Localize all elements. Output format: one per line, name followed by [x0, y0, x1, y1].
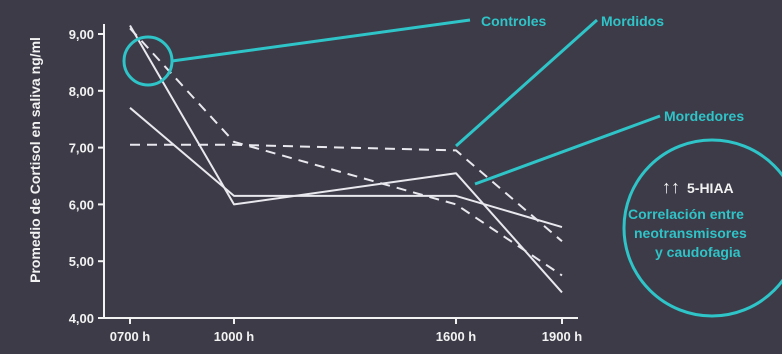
series-line-2: [129, 107, 563, 229]
series-group: [129, 24, 563, 294]
x-tick-label: 1600 h: [436, 329, 477, 344]
y-tick-label: 9,00: [69, 27, 94, 42]
mordedores-pointer-line: [474, 114, 661, 186]
series-line-4: [130, 143, 563, 243]
callout-line-neotransmisores: neotransmisores: [634, 225, 747, 241]
controles-pointer-line: [171, 18, 471, 63]
y-tick-label: 7,00: [69, 141, 94, 156]
y-tick-label: 8,00: [69, 84, 94, 99]
mordidos-label: Mordidos: [601, 13, 664, 29]
y-tick-label: 4,00: [69, 311, 94, 326]
series-line-1: [129, 24, 563, 294]
callout-line-correlacion: Correlación entre: [628, 206, 744, 222]
y-tick-label: 5,00: [69, 254, 94, 269]
y-axis-label: Promedio de Cortisol en saliva ng/ml: [27, 37, 43, 283]
x-tick-label: 1900 h: [542, 329, 583, 344]
x-tick-label: 1000 h: [214, 329, 255, 344]
y-ticks: 4,00 5,00 6,00 7,00 8,00 9,00: [69, 27, 104, 326]
hiaa-callout-circle: [622, 138, 782, 318]
series-line-3: [129, 27, 563, 277]
mordidos-pointer-line: [455, 18, 598, 148]
x-ticks: 0700 h 1000 h 1600 h 1900 h: [110, 318, 583, 344]
mordedores-label: Mordedores: [664, 108, 744, 124]
callout-line-caudofagia: y caudofagia: [655, 244, 741, 260]
controles-label: Controles: [481, 13, 547, 29]
hiaa-arrows-icon: ↑↑: [662, 177, 680, 197]
controles-highlight-circle: [122, 35, 174, 87]
x-tick-label: 0700 h: [110, 329, 151, 344]
hiaa-label: 5-HIAA: [687, 180, 734, 196]
y-tick-label: 6,00: [69, 197, 94, 212]
